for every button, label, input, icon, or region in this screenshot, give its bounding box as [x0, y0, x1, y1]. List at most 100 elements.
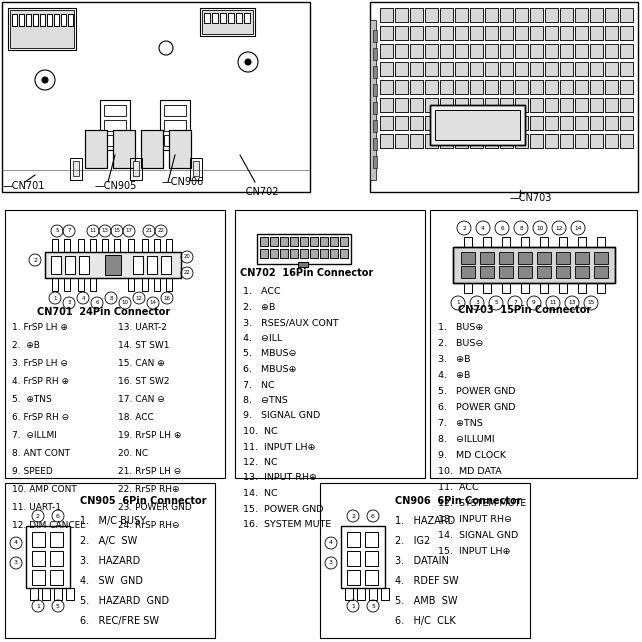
Bar: [395, 8, 408, 22]
Text: 12. DIM CANCEL: 12. DIM CANCEL: [12, 521, 85, 530]
Bar: [500, 62, 513, 76]
Bar: [380, 26, 393, 40]
Bar: [410, 80, 423, 94]
Bar: [620, 116, 633, 130]
Bar: [590, 116, 603, 130]
Bar: [270, 237, 278, 246]
Bar: [154, 278, 160, 291]
Bar: [425, 80, 438, 94]
Circle shape: [42, 77, 48, 83]
Bar: [320, 483, 530, 638]
Bar: [575, 8, 588, 22]
Bar: [10, 10, 74, 48]
Bar: [169, 130, 191, 168]
Bar: [102, 239, 108, 252]
Bar: [470, 44, 483, 58]
Bar: [66, 588, 74, 600]
Text: 3. FrSP LH ⊖: 3. FrSP LH ⊖: [12, 360, 68, 369]
Bar: [461, 252, 475, 264]
Bar: [50, 570, 63, 585]
Bar: [464, 283, 472, 293]
Text: 15.  INPUT LH⊕: 15. INPUT LH⊕: [438, 548, 510, 557]
Bar: [19, 14, 24, 26]
Text: 13.  INPUT RH⊕: 13. INPUT RH⊕: [243, 474, 317, 483]
Bar: [500, 26, 513, 40]
Bar: [500, 80, 513, 94]
Bar: [470, 62, 483, 76]
Bar: [485, 8, 498, 22]
Bar: [605, 98, 618, 112]
Bar: [410, 80, 423, 94]
Bar: [2, 2, 310, 192]
Bar: [380, 134, 393, 148]
Bar: [310, 237, 318, 246]
Bar: [620, 26, 633, 40]
Bar: [373, 48, 377, 60]
Bar: [373, 102, 377, 114]
Bar: [620, 80, 633, 94]
Circle shape: [245, 59, 251, 65]
Bar: [620, 8, 633, 22]
Bar: [590, 80, 603, 94]
Text: 3.   DATAIN: 3. DATAIN: [395, 556, 449, 566]
Bar: [530, 44, 543, 58]
Text: 17. CAN ⊖: 17. CAN ⊖: [118, 395, 165, 404]
Bar: [440, 134, 453, 148]
Bar: [530, 26, 543, 40]
Bar: [320, 249, 328, 258]
Bar: [515, 44, 528, 58]
Bar: [590, 62, 603, 76]
Bar: [440, 44, 453, 58]
Bar: [212, 13, 218, 23]
Bar: [395, 26, 408, 40]
Text: 4.   ⊖ILL: 4. ⊖ILL: [243, 334, 282, 343]
Bar: [395, 8, 408, 22]
Bar: [380, 116, 393, 130]
Bar: [395, 62, 408, 76]
Bar: [160, 100, 190, 150]
Text: 14. ST SW1: 14. ST SW1: [118, 342, 169, 351]
Bar: [620, 134, 633, 148]
Bar: [545, 8, 558, 22]
Bar: [590, 98, 603, 112]
Text: 1: 1: [456, 300, 460, 306]
Text: 1: 1: [36, 603, 40, 609]
Bar: [26, 526, 70, 588]
Bar: [395, 134, 408, 148]
Text: 4: 4: [14, 541, 18, 546]
Bar: [575, 80, 588, 94]
Bar: [373, 120, 377, 132]
Bar: [540, 283, 548, 293]
Bar: [560, 44, 573, 58]
Text: 9.   SIGNAL GND: 9. SIGNAL GND: [243, 412, 320, 421]
Text: 14: 14: [150, 300, 157, 306]
Bar: [515, 8, 528, 22]
Bar: [30, 588, 38, 600]
Bar: [559, 283, 567, 293]
Bar: [320, 249, 328, 258]
Text: 2.   ⊕B: 2. ⊕B: [243, 303, 275, 312]
Bar: [260, 237, 268, 246]
Text: 10.  NC: 10. NC: [243, 427, 277, 436]
Bar: [435, 110, 520, 140]
Text: 5: 5: [55, 229, 59, 234]
Bar: [142, 239, 148, 252]
Bar: [515, 80, 528, 94]
Bar: [381, 588, 389, 600]
Text: 2: 2: [462, 225, 466, 230]
Bar: [19, 14, 24, 26]
Bar: [575, 266, 589, 278]
Bar: [530, 116, 543, 130]
Bar: [330, 237, 338, 246]
Bar: [228, 13, 234, 23]
Bar: [556, 252, 570, 264]
Bar: [455, 98, 468, 112]
Bar: [310, 237, 318, 246]
Bar: [78, 239, 84, 252]
Text: 20: 20: [184, 254, 191, 259]
Bar: [620, 134, 633, 148]
Bar: [104, 105, 126, 116]
Bar: [380, 98, 393, 112]
Text: 6.   REC/FRE SW: 6. REC/FRE SW: [80, 616, 159, 626]
Bar: [500, 98, 513, 112]
